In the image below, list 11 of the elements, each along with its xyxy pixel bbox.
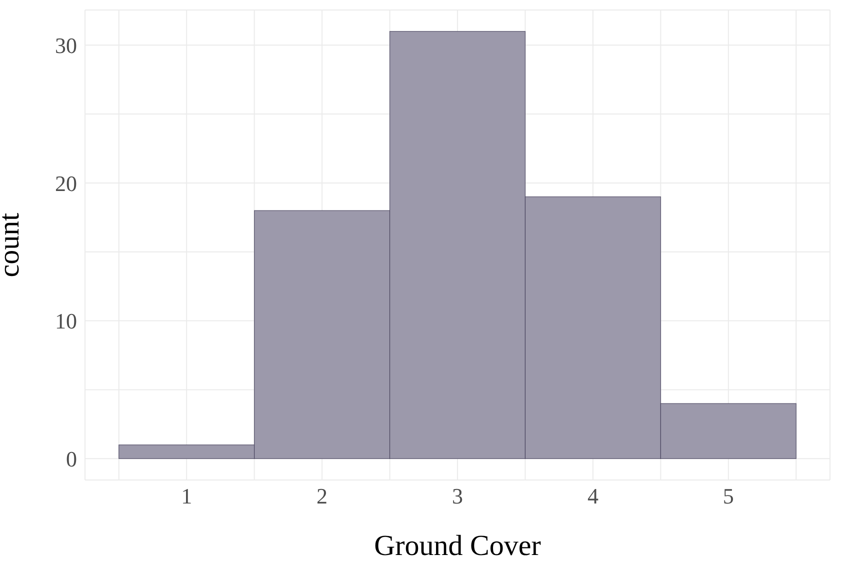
- x-tick-label: 1: [181, 484, 192, 509]
- x-tick-label: 2: [316, 484, 328, 509]
- y-tick-label: 0: [66, 446, 77, 472]
- x-axis-title: Ground Cover: [374, 530, 542, 561]
- y-tick-label: 30: [55, 32, 77, 58]
- y-tick-label: 20: [55, 170, 77, 196]
- x-tick-label: 4: [587, 484, 598, 509]
- x-tick-label: 3: [452, 484, 463, 509]
- y-axis-title: count: [0, 212, 26, 278]
- x-tick-label: 5: [722, 484, 734, 509]
- y-tick-label: 10: [55, 308, 77, 334]
